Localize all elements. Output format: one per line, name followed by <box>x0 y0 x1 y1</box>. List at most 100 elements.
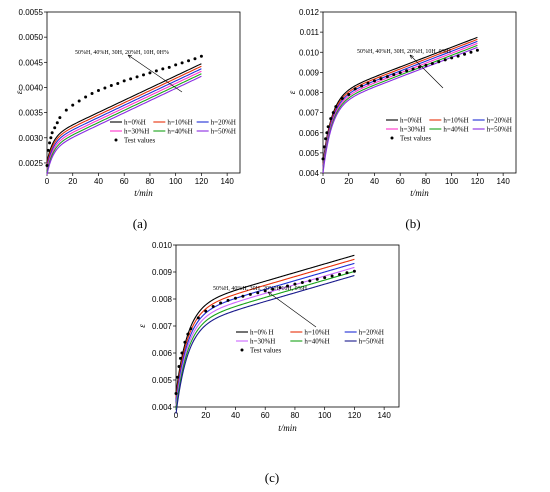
x-tick-label: 20 <box>344 177 353 186</box>
series-line <box>322 42 478 170</box>
test-value-point <box>183 340 187 344</box>
test-value-point <box>398 71 402 75</box>
plot-frame <box>175 244 400 408</box>
chart-panel-1: 0 20 40 60 80 100 120 140 0.0025 0.0030 0.0035 0.00… <box>14 8 241 231</box>
chart-panel-3: 0 20 40 60 80 100 120 140 0.004 0.005 0.006 0.007 0.… <box>137 241 400 485</box>
test-value-point <box>233 296 237 300</box>
legend-entry: h=20%H <box>359 329 384 337</box>
test-value-point <box>321 157 325 161</box>
test-value-point <box>96 88 100 92</box>
y-axis-label: ε <box>287 90 297 94</box>
legend-entry: h=30%H <box>124 128 149 136</box>
legend: h=0%H h=10%H h=20%H h=30%H h=40%H h=50%H Test … <box>110 119 236 145</box>
test-value-point <box>324 137 328 141</box>
y-tick-label: 0.010 <box>152 241 173 250</box>
y-tick-label: 0.008 <box>299 89 320 98</box>
test-value-point <box>154 69 158 73</box>
legend-entry: h=0%H <box>124 119 146 127</box>
x-tick-label: 140 <box>220 177 234 186</box>
x-tick-label: 100 <box>445 177 459 186</box>
test-value-point <box>142 73 145 77</box>
y-tick-label: 0.0030 <box>19 134 44 143</box>
test-value-point <box>175 375 179 379</box>
legend-entry: h=10%H <box>443 117 468 125</box>
series-line <box>46 68 202 168</box>
test-value-point <box>385 75 389 79</box>
y-tick-label: 0.0045 <box>19 58 44 67</box>
test-value-point <box>189 327 193 331</box>
test-value-point <box>278 286 282 290</box>
test-value-point <box>77 99 81 103</box>
legend-entry: h=0%H <box>400 117 422 125</box>
test-value-point <box>103 86 107 90</box>
x-tick-label: 0 <box>174 411 179 420</box>
test-value-point <box>71 103 75 107</box>
test-value-point <box>48 141 52 145</box>
test-value-point <box>326 125 330 129</box>
test-value-point <box>271 287 275 291</box>
legend-entry: Test values <box>400 135 431 143</box>
y-tick-label: 0.0055 <box>19 8 44 17</box>
test-value-point <box>430 62 434 66</box>
test-value-point <box>180 61 184 65</box>
test-value-point <box>418 65 421 69</box>
test-value-point <box>55 121 59 125</box>
series-line <box>322 36 478 164</box>
y-tick-label: 0.009 <box>299 68 320 77</box>
test-value-point <box>196 316 200 320</box>
y-tick-label: 0.0050 <box>19 33 44 42</box>
test-value-point <box>50 131 54 135</box>
test-value-point <box>187 59 191 63</box>
legend-marker-test <box>390 136 394 140</box>
test-value-point <box>199 54 203 58</box>
test-value-point <box>129 77 133 81</box>
y-tick-label: 0.007 <box>299 109 320 118</box>
test-value-point <box>308 279 312 283</box>
chart-panel-2: 0 20 40 60 80 100 120 140 0.004 0.005 0.006 0.007 0.… <box>287 8 517 231</box>
legend-entry: Test values <box>250 347 281 355</box>
test-value-point <box>345 271 349 275</box>
test-value-point <box>330 274 334 278</box>
y-tick-label: 0.0035 <box>19 109 44 118</box>
test-value-point <box>334 105 338 109</box>
test-value-point <box>135 75 139 79</box>
x-tick-label: 40 <box>231 411 240 420</box>
x-tick-label: 140 <box>496 177 510 186</box>
plot-frame <box>46 11 241 174</box>
test-value-point <box>64 108 68 112</box>
test-value-point <box>443 58 447 62</box>
test-value-point <box>424 63 428 67</box>
test-value-point <box>193 57 197 61</box>
x-tick-label: 40 <box>94 177 103 186</box>
y-tick-label: 0.006 <box>152 349 173 358</box>
x-tick-label: 60 <box>261 411 270 420</box>
legend-marker-test <box>240 348 244 352</box>
x-tick-label: 140 <box>377 411 391 420</box>
panel-label: (a) <box>133 216 147 231</box>
panel-label: (b) <box>405 216 420 231</box>
test-value-point <box>411 67 415 71</box>
test-value-point <box>329 117 333 121</box>
y-tick-label: 0.010 <box>299 48 320 57</box>
series-line <box>46 65 202 165</box>
test-value-point <box>325 131 329 135</box>
legend-entry: h=50%H <box>211 128 236 136</box>
legend-entry: h=20%H <box>211 119 236 127</box>
arrow-head <box>267 291 272 296</box>
test-value-point <box>360 84 364 88</box>
y-tick-label: 0.007 <box>152 322 173 331</box>
legend-entry: h=40%H <box>304 338 329 346</box>
test-value-point <box>286 284 289 288</box>
test-value-point <box>315 277 319 281</box>
test-value-point <box>293 282 297 286</box>
x-tick-label: 0 <box>321 177 326 186</box>
test-value-point <box>379 77 383 81</box>
x-tick-label: 20 <box>201 411 210 420</box>
test-value-point <box>186 332 190 336</box>
test-value-point <box>178 356 182 360</box>
annotation-label: 50%H, 40%H, 30H, 20%H, 10H, 0H% <box>75 50 169 56</box>
x-tick-label: 80 <box>421 177 430 186</box>
test-value-point <box>437 60 441 64</box>
x-tick-label: 0 <box>45 177 50 186</box>
test-value-point <box>405 69 409 73</box>
